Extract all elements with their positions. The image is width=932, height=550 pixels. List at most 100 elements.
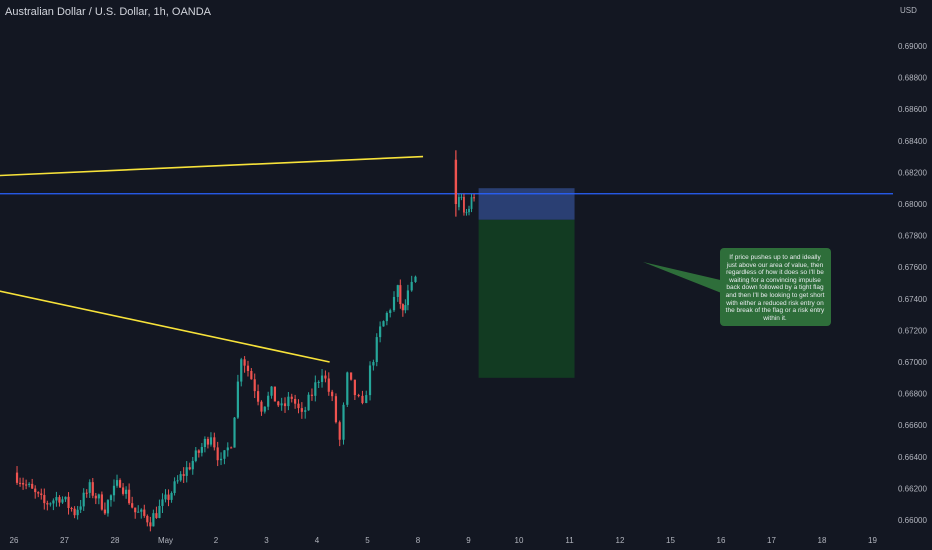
time-tick-label: May <box>158 536 173 545</box>
candle <box>155 506 158 519</box>
candle <box>34 485 37 499</box>
candle <box>219 452 223 466</box>
candle <box>21 477 25 490</box>
candle <box>454 150 458 217</box>
currency-label: USD <box>900 6 917 15</box>
note-box[interactable] <box>720 248 831 326</box>
time-tick-label: 5 <box>365 536 370 545</box>
candle <box>287 391 290 411</box>
candle <box>256 384 260 406</box>
candle <box>76 505 79 520</box>
candle <box>106 499 110 517</box>
candle <box>401 303 404 317</box>
candle <box>55 491 58 507</box>
candle <box>31 478 34 489</box>
price-tick-label: 0.68000 <box>898 200 927 209</box>
stop-loss-zone[interactable] <box>478 188 575 220</box>
candle <box>131 496 134 509</box>
candle <box>118 478 122 489</box>
candle <box>100 491 103 511</box>
time-tick-label: 12 <box>616 536 625 545</box>
candle <box>250 368 253 380</box>
time-tick-label: 18 <box>818 536 827 545</box>
price-tick-label: 0.69000 <box>898 42 927 51</box>
candle <box>463 193 465 216</box>
candle <box>125 486 128 499</box>
candle <box>233 417 236 448</box>
candle <box>372 359 375 371</box>
time-tick-label: 2 <box>214 536 219 545</box>
candle <box>82 488 85 511</box>
candle <box>379 321 382 343</box>
candle <box>173 477 176 496</box>
candle <box>167 489 170 507</box>
candle <box>213 432 216 451</box>
time-axis[interactable]: 26 27 28 May 2 3 4 5 8 9 10 11 12 15 16 17 18 19 <box>10 536 878 545</box>
candle <box>346 371 349 408</box>
candle <box>200 443 203 457</box>
candle <box>317 380 320 388</box>
candle <box>310 388 314 401</box>
price-tick-label: 0.68400 <box>898 137 927 146</box>
price-tick-label: 0.66400 <box>898 453 927 462</box>
candle <box>280 397 283 411</box>
time-tick-label: 17 <box>767 536 776 545</box>
candle <box>103 502 106 515</box>
candle <box>263 406 266 414</box>
candle <box>385 311 388 326</box>
candle <box>121 483 125 496</box>
price-tick-label: 0.68800 <box>898 74 927 83</box>
take-profit-zone[interactable] <box>478 219 575 378</box>
price-tick-label: 0.67000 <box>898 358 927 367</box>
price-axis[interactable]: USD 0.69000 0.68800 0.68600 0.68400 0.68200 0.… <box>898 6 927 525</box>
candle <box>197 449 200 458</box>
candle <box>176 475 179 484</box>
candle <box>357 393 360 398</box>
price-tick-label: 0.68600 <box>898 105 927 114</box>
price-tick-label: 0.67200 <box>898 326 927 335</box>
candle <box>361 390 364 405</box>
candle <box>170 491 173 503</box>
candle <box>277 400 280 408</box>
time-tick-label: 19 <box>868 536 877 545</box>
time-tick-label: 27 <box>60 536 69 545</box>
candle <box>158 499 161 519</box>
candle <box>49 502 52 507</box>
candle <box>230 446 233 449</box>
candle <box>25 479 28 490</box>
candle <box>112 479 116 502</box>
candle <box>73 506 76 519</box>
price-tick-label: 0.66600 <box>898 421 927 430</box>
trendline-1[interactable] <box>0 155 424 177</box>
candle <box>61 496 64 504</box>
candle <box>240 357 243 387</box>
candle <box>37 491 40 498</box>
candle <box>216 441 219 467</box>
candle <box>149 516 152 532</box>
candle <box>410 275 413 292</box>
time-tick-label: 15 <box>666 536 675 545</box>
price-tick-label: 0.68200 <box>898 168 927 177</box>
candle <box>64 496 67 502</box>
candle <box>253 373 256 399</box>
trendline-2[interactable] <box>0 290 330 363</box>
candle <box>270 386 273 399</box>
candle <box>143 504 146 518</box>
candle <box>97 493 100 505</box>
chart-title: Australian Dollar / U.S. Dollar, 1h, OAN… <box>5 6 212 18</box>
candle <box>43 488 46 510</box>
candle <box>320 369 324 388</box>
candle <box>91 477 94 499</box>
candle <box>137 505 140 513</box>
time-tick-label: 4 <box>315 536 320 545</box>
candle <box>273 386 277 402</box>
price-tick-label: 0.66000 <box>898 516 927 525</box>
candle <box>236 374 239 419</box>
candle <box>94 492 97 505</box>
candle <box>404 299 407 314</box>
candle <box>283 397 287 413</box>
time-tick-label: 28 <box>111 536 120 545</box>
candle <box>128 483 131 505</box>
candle <box>368 361 372 401</box>
